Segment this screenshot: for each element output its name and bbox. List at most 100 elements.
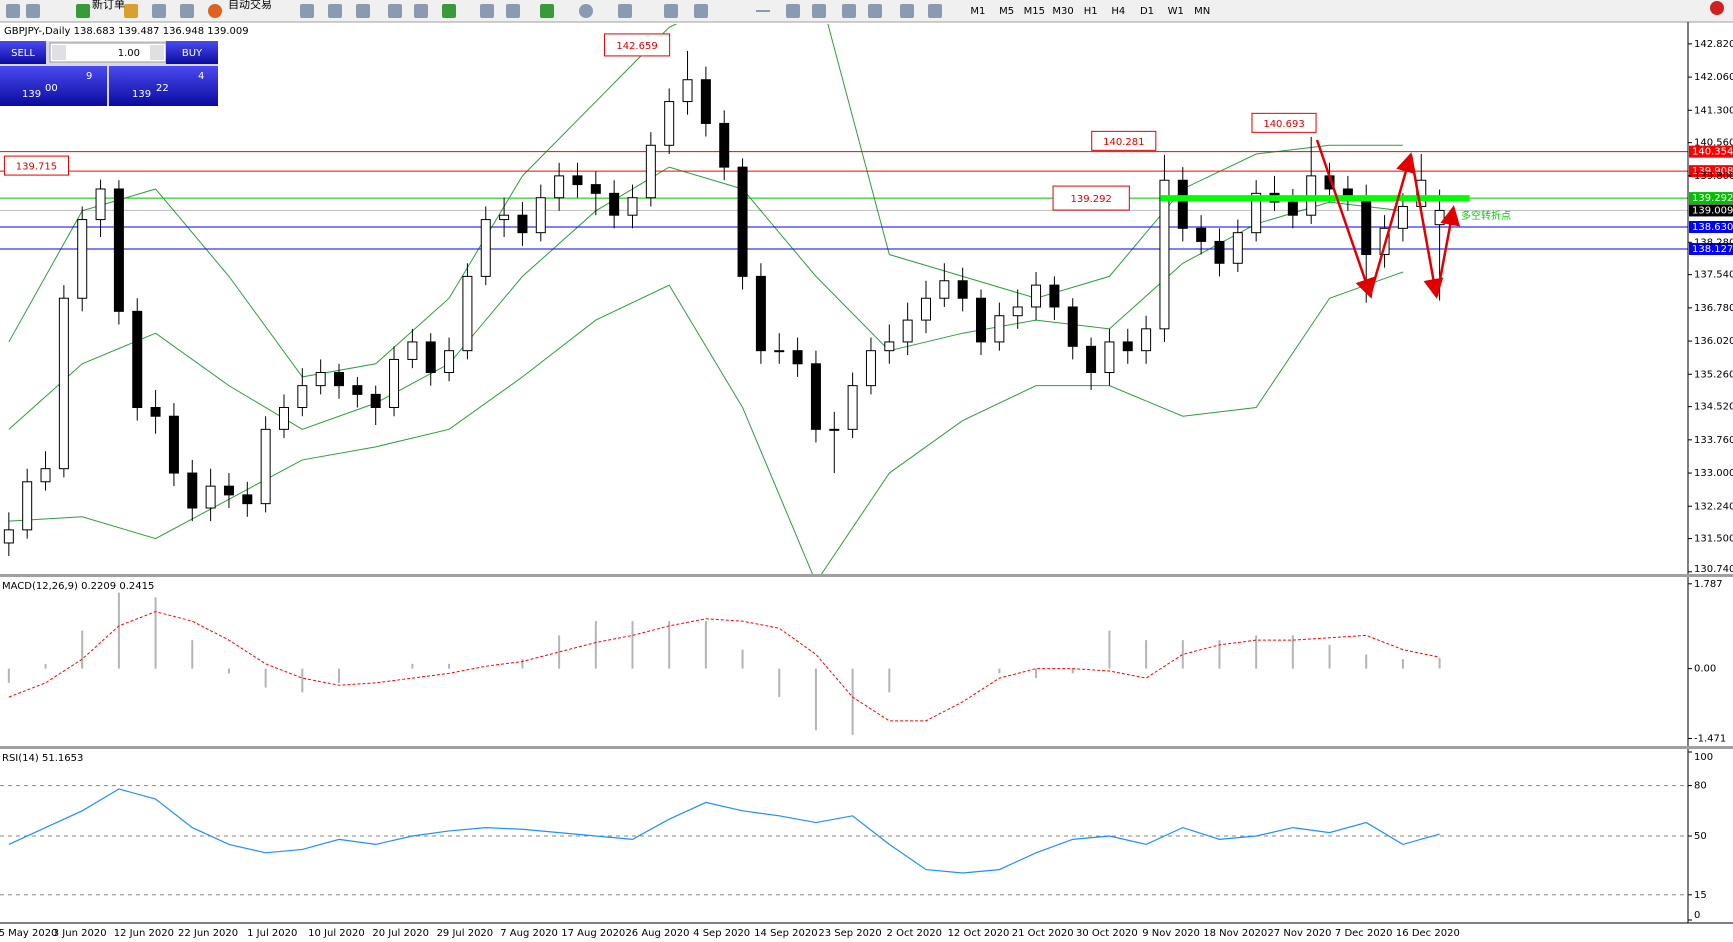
candle-body: [77, 219, 88, 299]
x-tick-label: 16 Dec 2020: [1396, 928, 1460, 939]
price-plot: [0, 24, 1688, 574]
y-tick-label: 136.020: [1694, 336, 1733, 347]
candle-body: [242, 494, 253, 505]
candle-body: [187, 472, 198, 509]
candle-body: [755, 275, 766, 352]
annotation-text: 140.281: [1103, 137, 1144, 148]
candle-body: [810, 363, 821, 430]
annotation-box: [1091, 130, 1157, 151]
lot-input[interactable]: [49, 42, 167, 63]
timeframe-button[interactable]: MN: [1194, 6, 1210, 17]
candle-body: [590, 184, 601, 194]
y-tick-label: 1.787: [1694, 579, 1723, 590]
price-label-bg: [1689, 242, 1733, 255]
candle-body: [1122, 341, 1133, 352]
candle-body: [664, 101, 675, 146]
candle-body: [1287, 201, 1298, 216]
y-tick-label: 140.560: [1694, 138, 1733, 149]
price-label: 138.127: [1692, 244, 1733, 255]
sell-price-big: 139: [22, 89, 41, 100]
y-tick-label: 137.540: [1694, 270, 1733, 281]
candle-body: [1177, 179, 1188, 229]
y-tick-label: 133.760: [1694, 435, 1733, 446]
low: 136.948: [163, 26, 204, 37]
candle-body: [334, 372, 345, 387]
lot-value[interactable]: 1.00: [118, 48, 140, 59]
annotation-text: 139.715: [16, 162, 57, 173]
macd-value: 0.2209: [81, 581, 116, 592]
candle-body: [572, 175, 583, 186]
timeframe-button[interactable]: W1: [1168, 6, 1184, 17]
x-tick-label: 12 Jun 2020: [114, 928, 174, 939]
candle-body: [865, 350, 876, 387]
y-tick-label: 132.240: [1694, 501, 1733, 512]
x-tick-label: 30 Oct 2020: [1076, 928, 1138, 939]
candle-body: [40, 468, 51, 483]
x-tick-label: 18 Nov 2020: [1203, 928, 1267, 939]
buy-button[interactable]: [166, 41, 218, 64]
candle-body: [920, 297, 931, 321]
candle-body: [132, 310, 143, 408]
pane-separator: [0, 574, 1733, 577]
x-tick-label: 9 Nov 2020: [1142, 928, 1200, 939]
candle-body: [700, 79, 711, 124]
candle-body: [1196, 227, 1207, 242]
x-tick-label: 21 Oct 2020: [1012, 928, 1074, 939]
open: 138.683: [74, 26, 115, 37]
candle-body: [444, 350, 455, 374]
auto-trading-button[interactable]: 自动交易: [228, 0, 272, 11]
price-label-bg: [1689, 165, 1733, 178]
candle-body: [22, 481, 33, 531]
candle-body: [627, 197, 638, 216]
candle-body: [939, 280, 950, 299]
turning-point-note: 多空转折点: [1461, 209, 1511, 222]
candle-body: [150, 406, 161, 417]
x-tick-label: 14 Sep 2020: [754, 928, 817, 939]
annotation-text: 140.693: [1263, 119, 1304, 130]
buy-price-box[interactable]: [109, 66, 218, 106]
candle-body: [1031, 284, 1042, 308]
candle-body: [1214, 240, 1225, 264]
timeframe-button[interactable]: D1: [1140, 6, 1154, 17]
timeframe-button[interactable]: H1: [1084, 6, 1098, 17]
price-label-bg: [1689, 145, 1733, 158]
price-label-bg: [1689, 220, 1733, 233]
candle-body: [1159, 179, 1170, 330]
candle-body: [609, 192, 620, 216]
toolbar: [0, 0, 1733, 22]
annotation-text: 142.659: [616, 41, 657, 52]
x-tick-label: 29 Jul 2020: [437, 928, 494, 939]
sell-price-fraction: 9: [86, 71, 92, 82]
candle-body: [682, 79, 693, 103]
timeframe-button[interactable]: M1: [970, 6, 985, 17]
y-tick-label: 0.00: [1694, 664, 1716, 675]
candle-body: [1434, 209, 1445, 226]
buy-label[interactable]: BUY: [182, 48, 203, 59]
sell-button[interactable]: [0, 41, 46, 64]
x-tick-label: 22 Jun 2020: [178, 928, 238, 939]
x-tick-label: 2 Oct 2020: [887, 928, 942, 939]
y-tick-label: 80: [1694, 781, 1707, 792]
timeframe-button[interactable]: M15: [1024, 6, 1045, 17]
y-tick-label: 15: [1694, 890, 1707, 901]
sell-label[interactable]: SELL: [11, 48, 35, 59]
new-order-button[interactable]: 新订单: [92, 0, 125, 11]
candle-body: [994, 315, 1005, 343]
x-tick-label: 5 May 2020: [0, 928, 57, 939]
candle-body: [260, 428, 271, 505]
rsi-line: [8, 788, 1440, 874]
y-tick-label: 142.820: [1694, 39, 1733, 50]
x-tick-label: 23 Sep 2020: [818, 928, 881, 939]
sell-price-box[interactable]: [0, 66, 107, 106]
candle-body: [957, 280, 968, 299]
price-label: 140.354: [1692, 147, 1733, 158]
timeframe-button[interactable]: M5: [999, 6, 1014, 17]
trade-panel: SELL 1.00 BUY 139 00 9 139 22 4: [0, 41, 218, 106]
arrows: [1315, 139, 1461, 299]
timeframe-button[interactable]: M30: [1052, 6, 1073, 17]
candle-body: [535, 197, 546, 234]
timeframe-button[interactable]: H4: [1111, 6, 1125, 17]
y-tick-label: -1.471: [1694, 733, 1726, 744]
